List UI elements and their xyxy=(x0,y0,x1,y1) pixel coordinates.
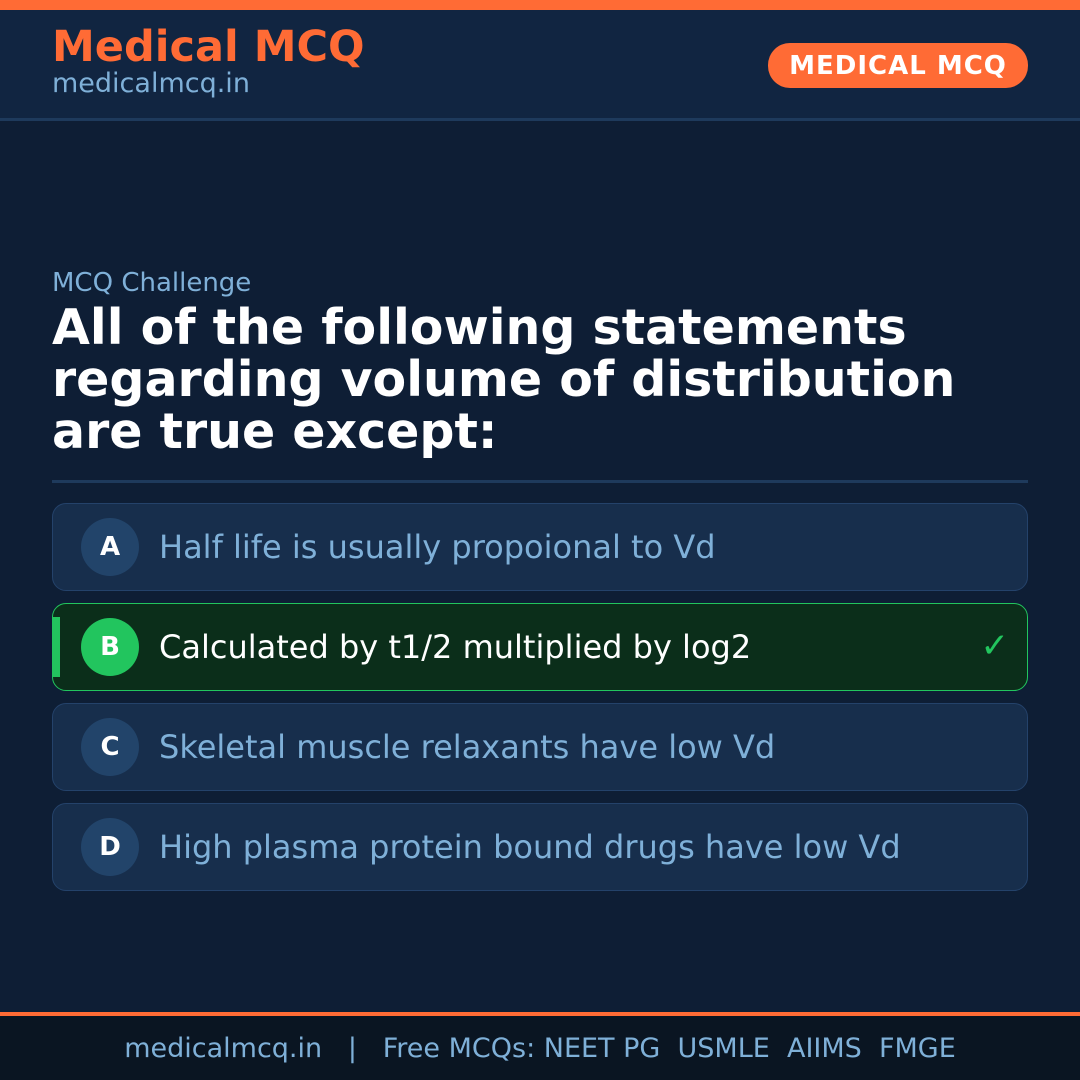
header: Medical MCQ medicalmcq.in MEDICAL MCQ xyxy=(0,10,1080,121)
option-text: Calculated by t1/2 multiplied by log2 xyxy=(159,628,752,666)
correct-indicator-bar xyxy=(53,617,60,677)
site-url: medicalmcq.in xyxy=(52,68,250,99)
brand-badge: MEDICAL MCQ xyxy=(768,43,1028,88)
option-text: High plasma protein bound drugs have low… xyxy=(159,828,901,866)
question-text: All of the following statements regardin… xyxy=(52,299,956,460)
check-icon: ✓ xyxy=(980,626,1010,666)
option-c[interactable]: C Skeletal muscle relaxants have low Vd xyxy=(52,703,1028,791)
option-d[interactable]: D High plasma protein bound drugs have l… xyxy=(52,803,1028,891)
footer-accent-line xyxy=(0,1012,1080,1016)
option-letter: B xyxy=(81,618,139,676)
option-text: Half life is usually propoional to Vd xyxy=(159,528,716,566)
top-accent-bar xyxy=(0,0,1080,10)
footer-text: medicalmcq.in | Free MCQs: NEET PG USMLE… xyxy=(124,1032,956,1064)
divider xyxy=(52,480,1028,483)
option-b[interactable]: B Calculated by t1/2 multiplied by log2 … xyxy=(52,603,1028,691)
option-a[interactable]: A Half life is usually propoional to Vd xyxy=(52,503,1028,591)
option-letter: A xyxy=(81,518,139,576)
footer: medicalmcq.in | Free MCQs: NEET PG USMLE… xyxy=(0,1016,1080,1080)
kicker-label: MCQ Challenge xyxy=(52,268,252,298)
brand-title: Medical MCQ xyxy=(52,22,365,72)
option-letter: C xyxy=(81,718,139,776)
option-letter: D xyxy=(81,818,139,876)
option-text: Skeletal muscle relaxants have low Vd xyxy=(159,728,776,766)
